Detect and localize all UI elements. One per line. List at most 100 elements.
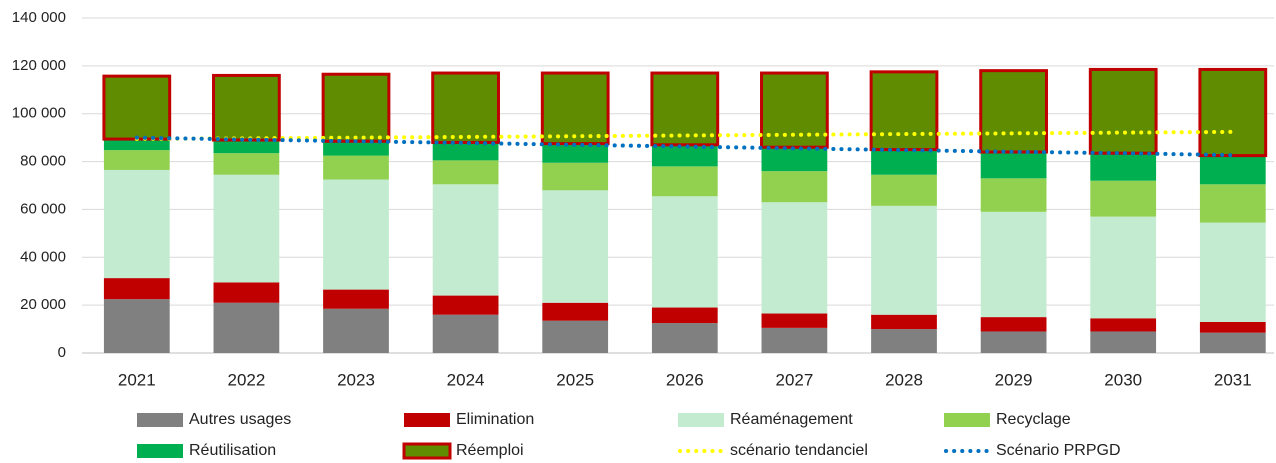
x-tick-label: 2025	[556, 370, 594, 389]
bar-segment	[871, 329, 937, 353]
bar-segment	[650, 71, 720, 147]
bar-segment	[651, 166, 718, 197]
bar-segment	[213, 140, 280, 154]
bar-segment	[1090, 331, 1157, 353]
bar-segment	[432, 184, 499, 296]
x-tick-label: 2022	[227, 370, 265, 389]
bar-segment	[323, 289, 389, 309]
y-tick-label: 100 000	[12, 105, 66, 122]
bar-segment	[103, 278, 170, 300]
bar-segment	[1199, 321, 1266, 333]
bar-segment	[1199, 222, 1266, 322]
bar-segment	[761, 147, 828, 172]
y-tick-label: 20 000	[20, 296, 66, 313]
bar-segment	[103, 150, 170, 170]
bar-segment	[323, 179, 389, 290]
x-tick-label: 2024	[447, 370, 485, 389]
bar-segment	[432, 160, 499, 185]
x-tick-label: 2026	[666, 370, 704, 389]
bar-segment	[869, 70, 939, 152]
line	[134, 129, 1235, 141]
bar-segment	[213, 302, 280, 353]
x-tick-label: 2023	[337, 370, 375, 389]
bar-segment	[542, 320, 609, 353]
bar-segment	[651, 323, 718, 353]
bar-segment	[871, 314, 937, 330]
bar-segment	[761, 313, 828, 328]
legend-label: Réutilisation	[189, 442, 276, 459]
bar-segment	[542, 190, 609, 303]
legend-swatch	[678, 413, 724, 427]
bar-segment	[103, 139, 170, 151]
bar-segment	[980, 331, 1047, 353]
legend-swatch	[137, 413, 183, 427]
bar-segment	[432, 295, 499, 315]
bar-segment	[1090, 153, 1157, 181]
bar-segment	[761, 327, 828, 353]
x-tick-label: 2028	[885, 370, 923, 389]
bar-segment	[213, 153, 280, 175]
legend-label: Scénario PRPGD	[996, 442, 1121, 459]
bar-segment	[980, 211, 1047, 318]
bar-segment	[979, 69, 1048, 154]
bar-segment	[761, 202, 828, 314]
bar-segment	[542, 143, 609, 163]
bar-segment	[321, 72, 391, 143]
legend-label: Recyclage	[996, 411, 1071, 428]
bar-segment	[651, 307, 718, 324]
bar-segment	[1199, 332, 1266, 353]
bar-segment	[212, 73, 281, 142]
bar-segment	[980, 152, 1047, 179]
bar-segment	[213, 282, 280, 303]
y-tick-label: 140 000	[12, 9, 66, 26]
bar-segment	[1088, 67, 1158, 155]
bar-segment	[761, 171, 828, 203]
line	[134, 135, 1235, 158]
legend-swatch	[404, 413, 450, 427]
bar-segment	[102, 74, 172, 141]
bar-segment	[103, 169, 170, 279]
y-tick-label: 120 000	[12, 57, 66, 74]
bar-segment	[651, 144, 718, 167]
legend-label: Réemploi	[456, 442, 524, 459]
bar-segment	[1090, 318, 1157, 332]
bar-segment	[432, 142, 499, 161]
legend-swatch	[402, 442, 452, 460]
y-tick-label: 0	[58, 344, 66, 361]
bar-segment	[871, 205, 937, 315]
bar-segment	[1199, 155, 1266, 185]
y-tick-label: 60 000	[20, 200, 66, 217]
bar-segment	[540, 71, 610, 146]
x-tick-label: 2021	[118, 370, 156, 389]
bar-segment	[323, 141, 389, 156]
y-tick-label: 80 000	[20, 153, 66, 170]
bar-segment	[1090, 180, 1157, 217]
bar-segment	[980, 178, 1047, 212]
x-tick-label: 2027	[775, 370, 813, 389]
bar-segment	[213, 174, 280, 283]
bar-segment	[323, 155, 389, 180]
legend-swatch	[944, 413, 990, 427]
bar-segment	[1198, 67, 1268, 158]
bar-segment	[980, 317, 1047, 332]
bar-segment	[1199, 184, 1266, 223]
x-tick-label: 2030	[1104, 370, 1142, 389]
legend-label: Réaménagement	[730, 411, 853, 428]
bar-segment	[431, 71, 500, 144]
bar-segment	[103, 299, 170, 353]
bar-segment	[651, 196, 718, 308]
bar-segment	[542, 302, 609, 321]
x-tick-label: 2031	[1214, 370, 1252, 389]
bar-segment	[871, 174, 937, 206]
legend-swatch	[137, 444, 183, 458]
bar-segment	[432, 314, 499, 353]
legend-label: scénario tendanciel	[730, 442, 868, 459]
bar-segment	[323, 308, 389, 353]
legend-label: Elimination	[456, 411, 534, 428]
x-tick-label: 2029	[995, 370, 1033, 389]
bar-segment	[542, 162, 609, 191]
bar-segment	[871, 149, 937, 175]
legend-label: Autres usages	[189, 411, 291, 428]
y-tick-label: 40 000	[20, 248, 66, 265]
